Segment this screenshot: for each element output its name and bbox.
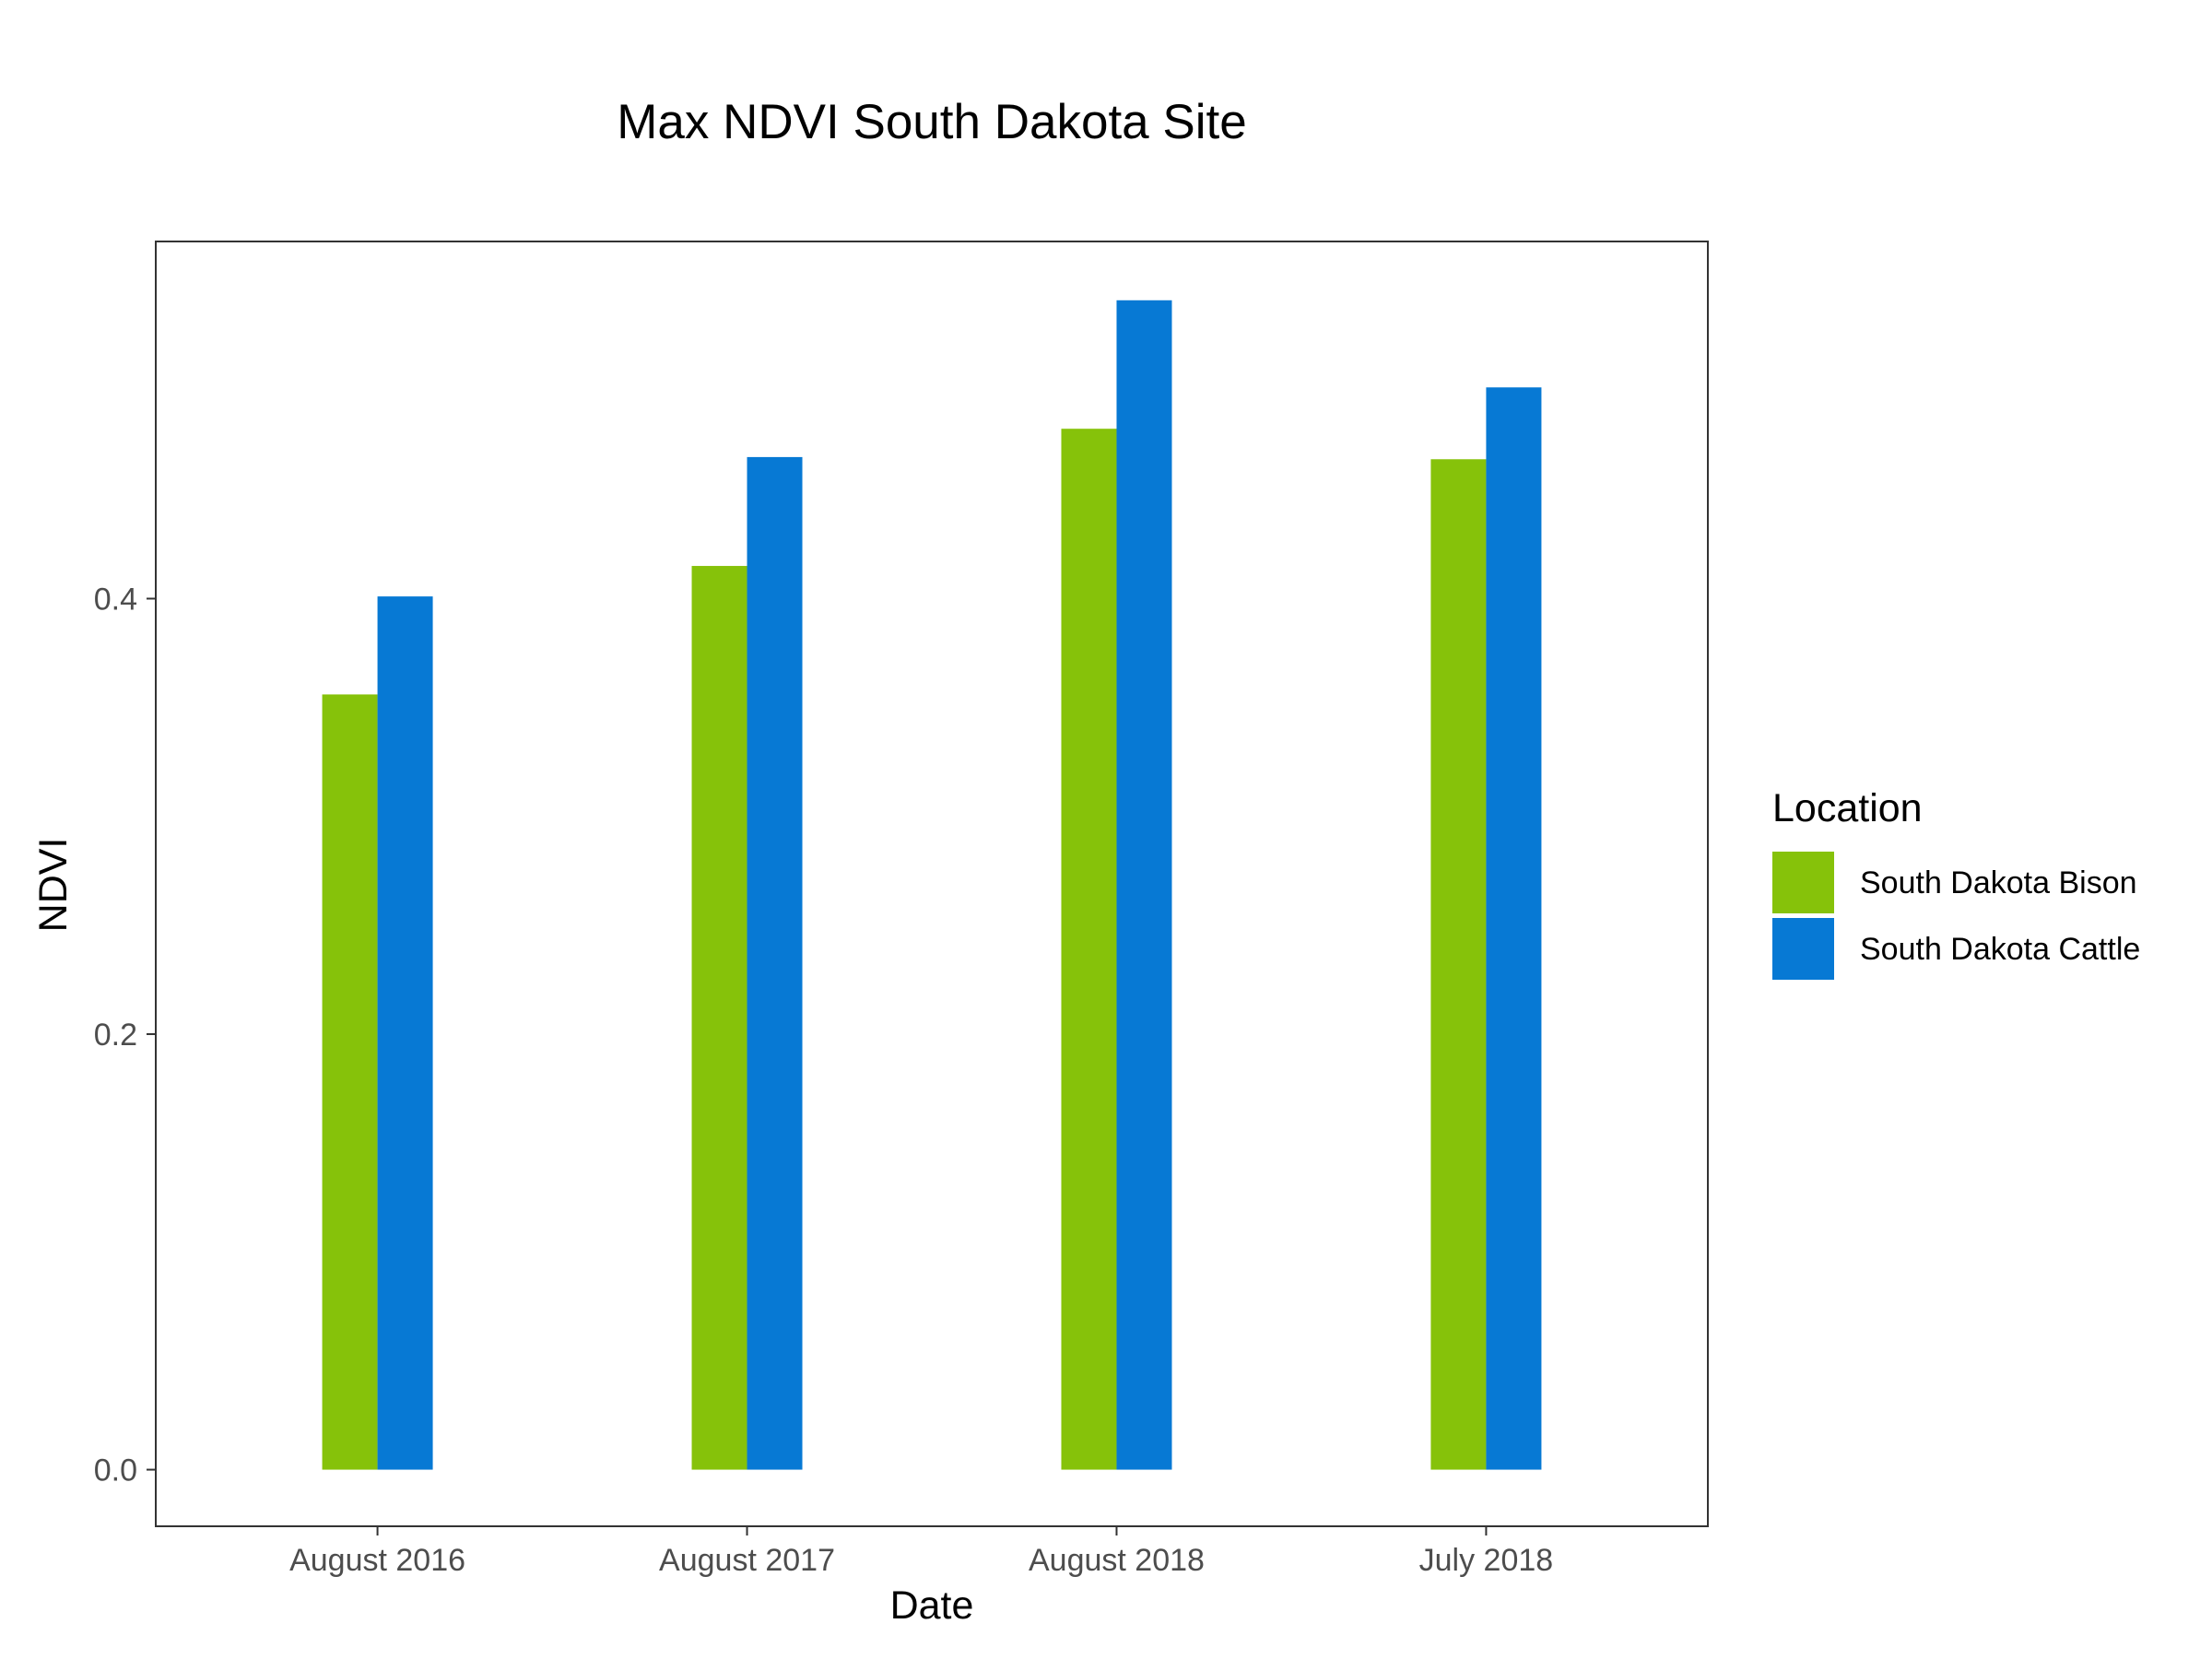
bar-cattle-2 [1116, 300, 1172, 1470]
bar-cattle-0 [377, 596, 433, 1470]
bar-bison-3 [1430, 459, 1487, 1470]
legend-title: Location [1772, 786, 1923, 830]
legend-label-cattle: South Dakota Cattle [1860, 932, 2140, 967]
bars-layer [322, 300, 1542, 1470]
bar-cattle-3 [1486, 387, 1542, 1470]
legend-swatch-cattle [1772, 918, 1834, 980]
bar-bison-0 [322, 694, 378, 1470]
x-axis: August 2016 August 2017 August 2018 July 20… [289, 1526, 1553, 1578]
y-axis: 0.0 0.2 0.4 [94, 582, 156, 1488]
y-tick-label: 0.4 [94, 582, 137, 617]
x-tick-label: August 2017 [659, 1543, 835, 1578]
chart-title: Max NDVI South Dakota Site [617, 95, 1246, 149]
x-tick-label: July 2018 [1419, 1543, 1554, 1578]
legend-label-bison: South Dakota Bison [1860, 865, 2137, 900]
y-tick-label: 0.0 [94, 1453, 137, 1488]
legend-items: South Dakota Bison South Dakota Cattle [1772, 852, 2140, 980]
bar-cattle-1 [747, 456, 803, 1470]
y-tick-label: 0.2 [94, 1018, 137, 1053]
x-axis-title: Date [890, 1583, 974, 1628]
x-tick-label: August 2016 [289, 1543, 465, 1578]
x-tick-label: August 2018 [1029, 1543, 1205, 1578]
y-axis-title: NDVI [31, 838, 76, 933]
legend-swatch-bison [1772, 852, 1834, 913]
bar-bison-2 [1061, 429, 1117, 1470]
bar-bison-1 [691, 566, 747, 1470]
